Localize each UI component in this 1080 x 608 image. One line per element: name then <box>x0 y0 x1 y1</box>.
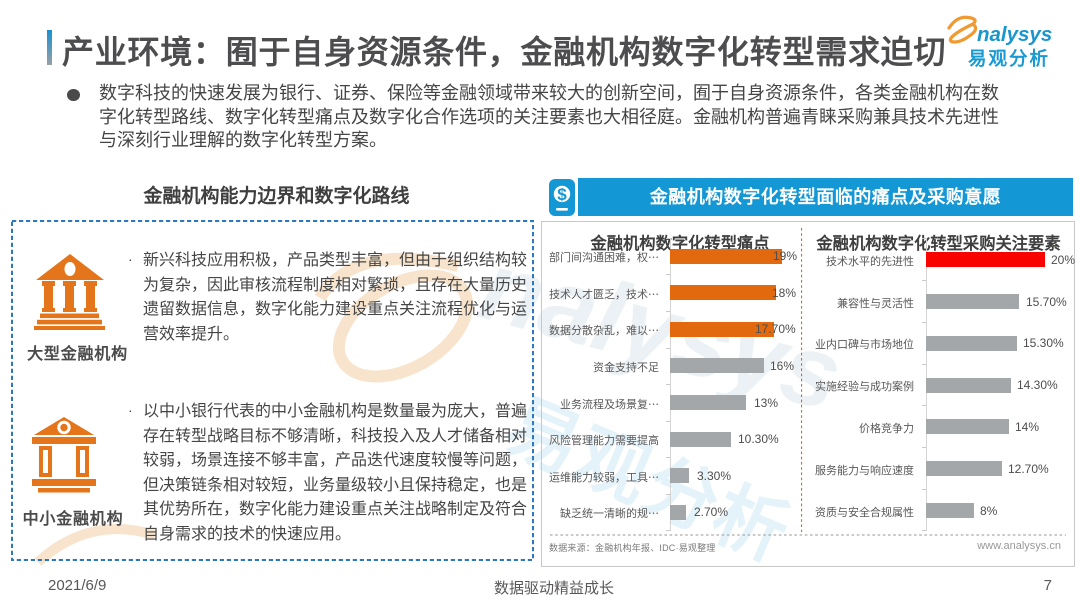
svg-text:易观分析: 易观分析 <box>968 48 1050 69</box>
svg-text:$: $ <box>557 185 567 204</box>
svg-text:nalysys: nalysys <box>977 23 1052 46</box>
